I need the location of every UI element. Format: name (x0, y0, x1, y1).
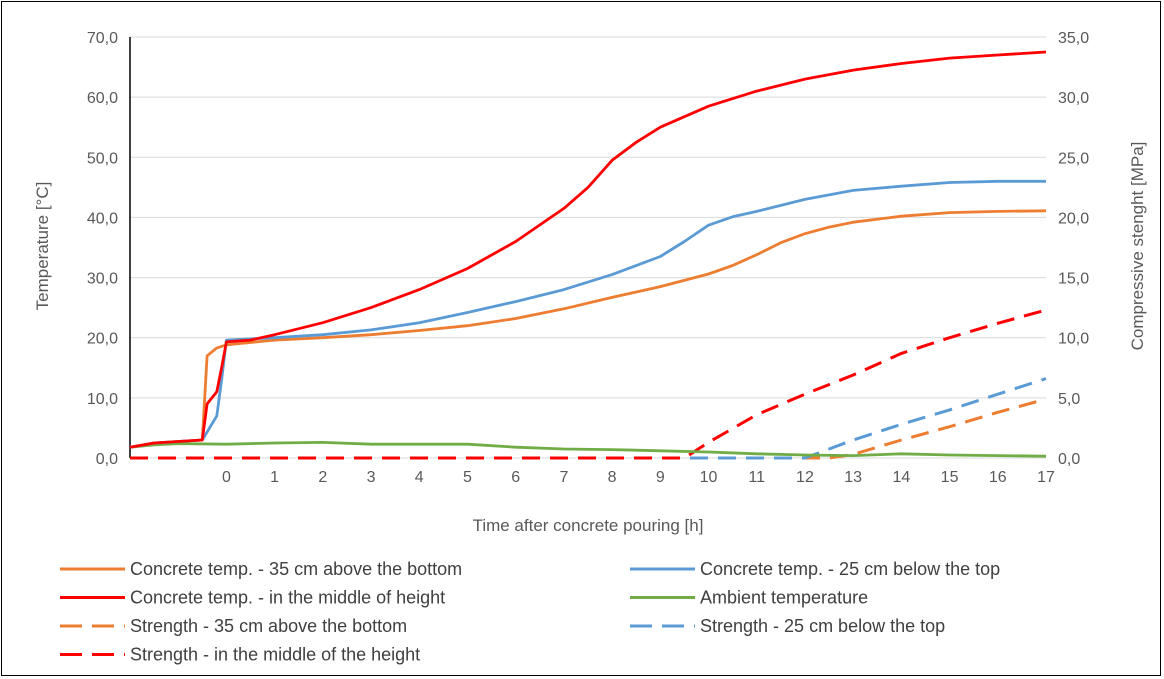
y2-tick-label: 30,0 (1058, 90, 1089, 107)
x-tick-label: 1 (270, 469, 279, 486)
y-tick-label: 30,0 (87, 271, 118, 288)
y-tick-label: 20,0 (87, 331, 118, 348)
x-tick-label: 11 (748, 469, 765, 486)
legend: Concrete temp. - 35 cm above the bottom C… (60, 559, 1000, 665)
legend-label: Strength - in the middle of the height (130, 645, 420, 665)
x-tick-label: 16 (989, 469, 1007, 486)
y-tick-label: 70,0 (87, 30, 118, 47)
series-line (129, 209, 1047, 449)
x-axis-title: Time after concrete pouring [h] (473, 516, 704, 535)
y-axis-title: Temperature [°C] (33, 182, 52, 311)
series-line (129, 50, 1047, 449)
legend-label: Strength - 35 cm above the bottom (130, 616, 407, 636)
x-tick-label: 5 (463, 469, 472, 486)
y-tick-label: 40,0 (87, 210, 118, 227)
x-tick-label: 2 (318, 469, 327, 486)
y2-tick-label: 20,0 (1058, 210, 1089, 227)
gridlines (130, 36, 1046, 399)
y-tick-label: 60,0 (87, 90, 118, 107)
x-tick-label: 7 (559, 469, 568, 486)
y-tick-label: 10,0 (87, 391, 118, 408)
x-tick-label: 9 (656, 469, 665, 486)
x-tick-label: 10 (700, 469, 718, 486)
x-tick-label: 13 (844, 469, 862, 486)
x-tick-label: 4 (415, 469, 424, 486)
y2-tick-label: 35,0 (1058, 30, 1089, 47)
series-line (130, 397, 1047, 460)
series-line (130, 308, 1047, 460)
legend-label: Strength - 25 cm below the top (700, 616, 945, 636)
x-tick-label: 14 (892, 469, 910, 486)
y-tick-label: 0,0 (96, 451, 118, 468)
x-tick-label: 12 (796, 469, 814, 486)
tick-labels: 0,0 0,0 10,0 5,0 20,0 10,0 30,0 15,0 40,0 20,0 50,… (87, 30, 1089, 486)
legend-label: Ambient temperature (700, 588, 868, 608)
series-lines (129, 50, 1047, 460)
series-line (129, 179, 1046, 449)
y2-tick-label: 15,0 (1058, 271, 1089, 288)
x-tick-label: 17 (1037, 469, 1055, 486)
series-line (129, 440, 1047, 458)
y-tick-label: 50,0 (87, 150, 118, 167)
legend-label: Concrete temp. - 35 cm above the bottom (130, 559, 462, 579)
x-tick-label: 6 (511, 469, 520, 486)
y2-tick-label: 10,0 (1058, 331, 1089, 348)
y2-tick-label: 25,0 (1058, 150, 1089, 167)
legend-label: Concrete temp. - 25 cm below the top (700, 559, 1000, 579)
y2-axis-title: Compressive stenght [MPa] (1128, 142, 1147, 351)
y2-tick-label: 5,0 (1058, 391, 1080, 408)
x-tick-label: 8 (608, 469, 617, 486)
y2-tick-label: 0,0 (1058, 451, 1080, 468)
x-tick-label: 0 (222, 469, 231, 486)
x-tick-label: 3 (367, 469, 376, 486)
series-line (130, 377, 1047, 460)
axes (129, 37, 1046, 459)
x-tick-label: 15 (941, 469, 959, 486)
legend-label: Concrete temp. - in the middle of height (130, 588, 445, 608)
